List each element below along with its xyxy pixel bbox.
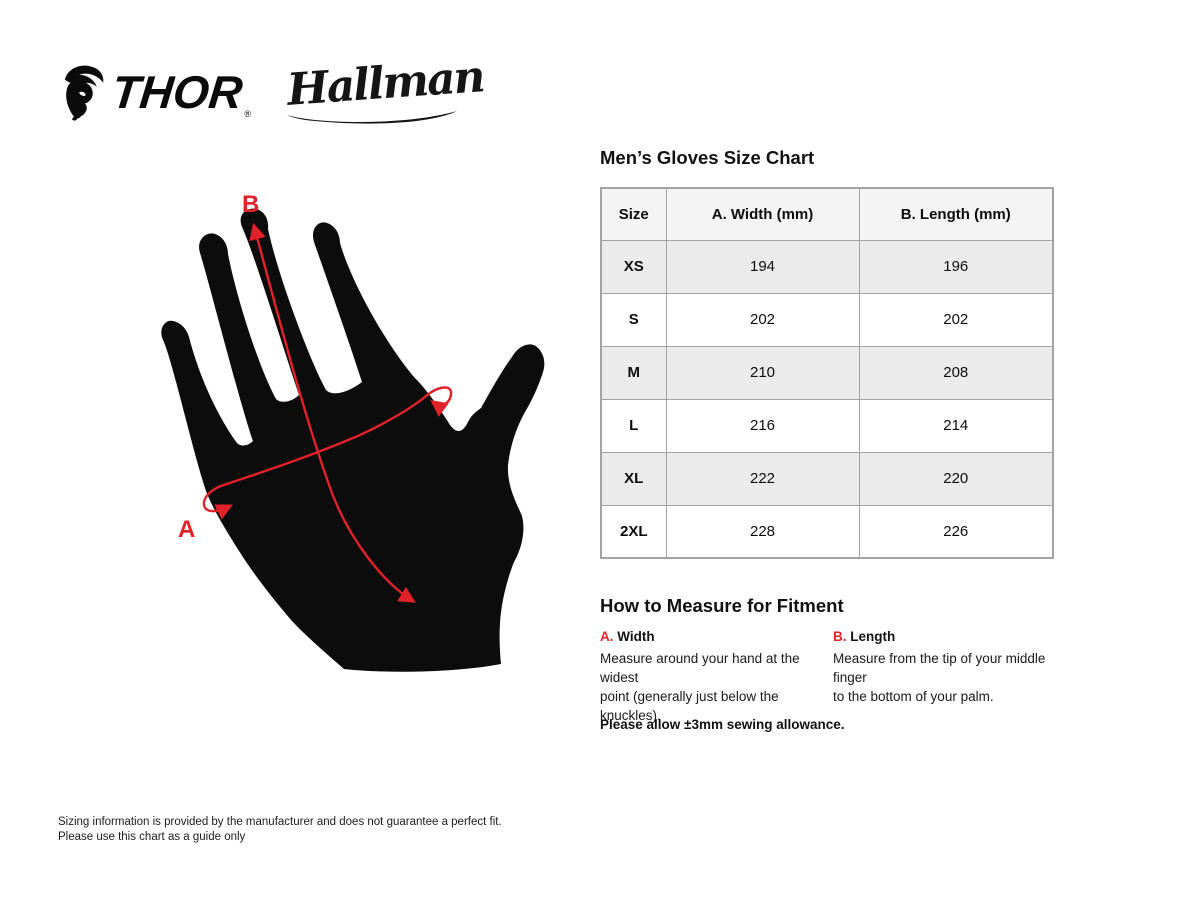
table-row: L 216 214 <box>600 398 1054 453</box>
thor-logo: THOR ® <box>60 59 251 125</box>
length-cell: 208 <box>858 345 1054 400</box>
measure-name-width: Width <box>617 629 655 644</box>
size-cell: XL <box>600 451 667 506</box>
size-cell: L <box>600 398 667 453</box>
hallman-flourish-icon <box>286 111 457 124</box>
length-cell: 202 <box>858 292 1054 347</box>
size-cell: XS <box>600 239 667 294</box>
size-cell: 2XL <box>600 504 667 559</box>
size-cell: M <box>600 345 667 400</box>
hand-silhouette <box>161 208 545 672</box>
length-cell: 196 <box>858 239 1054 294</box>
sizing-disclaimer: Sizing information is provided by the ma… <box>58 815 502 845</box>
column-header-width: A. Width (mm) <box>665 187 860 241</box>
column-header-length: B. Length (mm) <box>858 187 1054 241</box>
hand-diagram-svg: B A <box>161 191 545 672</box>
table-row: XL 222 220 <box>600 451 1054 506</box>
measure-prefix-b: B. <box>833 629 847 644</box>
measure-desc-line: Measure around your hand at the widest <box>600 651 800 685</box>
disclaimer-line: Sizing information is provided by the ma… <box>58 816 502 828</box>
measure-label-length: B. Length <box>833 629 1073 644</box>
measure-label-width: A. Width <box>600 629 832 644</box>
measure-description-length: Measure from the tip of your middle fing… <box>833 649 1073 706</box>
width-cell: 194 <box>665 239 860 294</box>
width-measure-line-a <box>202 386 453 520</box>
size-cell: S <box>600 292 667 347</box>
registered-mark: ® <box>244 109 251 119</box>
disclaimer-line: Please use this chart as a guide only <box>58 831 246 843</box>
measure-desc-line: point (generally just below the knuckles… <box>600 689 779 723</box>
label-b: B <box>242 191 259 218</box>
hand-measurement-diagram: B A <box>60 150 560 710</box>
length-cell: 214 <box>858 398 1054 453</box>
width-cell: 222 <box>665 451 860 506</box>
measure-desc-line: to the bottom of your palm. <box>833 689 994 704</box>
thor-wordmark: THOR <box>109 66 246 118</box>
table-row: 2XL 228 226 <box>600 504 1054 559</box>
width-cell: 228 <box>665 504 860 559</box>
width-cell: 210 <box>665 345 860 400</box>
hallman-logo: Hallman <box>285 51 485 128</box>
how-to-measure-title: How to Measure for Fitment <box>600 595 844 616</box>
width-cell: 202 <box>665 292 860 347</box>
measure-instruction-width: A. Width Measure around your hand at the… <box>600 629 832 725</box>
table-header-row: Size A. Width (mm) B. Length (mm) <box>600 187 1054 241</box>
length-cell: 226 <box>858 504 1054 559</box>
width-cell: 216 <box>665 398 860 453</box>
sewing-allowance-note: Please allow ±3mm sewing allowance. <box>600 717 845 732</box>
thor-goat-icon <box>64 65 104 121</box>
length-cell: 220 <box>858 451 1054 506</box>
measure-name-length: Length <box>850 629 896 644</box>
size-chart-title: Men’s Gloves Size Chart <box>600 147 815 168</box>
size-chart-table: Size A. Width (mm) B. Length (mm) XS 194… <box>600 187 1054 559</box>
table-row: XS 194 196 <box>600 239 1054 294</box>
hallman-wordmark: Hallman <box>285 51 486 116</box>
label-a: A <box>178 516 195 543</box>
table-row: S 202 202 <box>600 292 1054 347</box>
measure-prefix-a: A. <box>600 629 614 644</box>
brand-logos: THOR ® Hallman <box>60 51 485 128</box>
table-row: M 210 208 <box>600 345 1054 400</box>
measure-description-width: Measure around your hand at the widest p… <box>600 649 832 725</box>
column-header-size: Size <box>600 187 667 241</box>
measure-desc-line: Measure from the tip of your middle fing… <box>833 651 1046 685</box>
measure-instruction-length: B. Length Measure from the tip of your m… <box>833 629 1073 706</box>
